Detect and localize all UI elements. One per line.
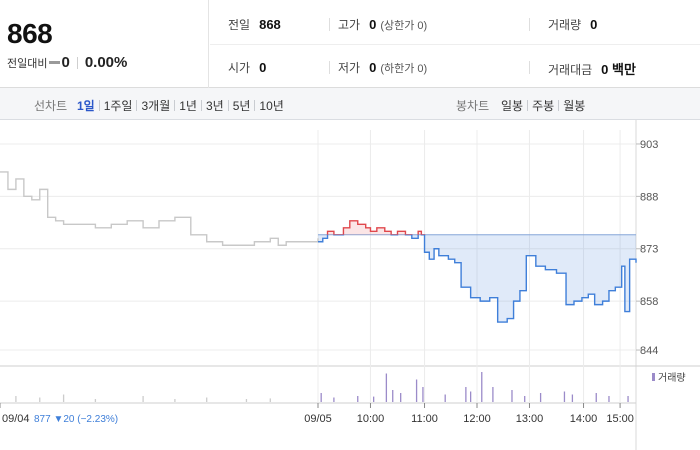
line-range-tabs: 1일 1주일 3개월 1년 3년 5년 10년 xyxy=(73,97,288,114)
stat-divider xyxy=(529,61,530,74)
x-tick-label: 09/04 xyxy=(2,413,30,425)
y-tick-label: 844 xyxy=(640,345,658,357)
stat-trade-value-label: 거래대금 xyxy=(548,63,593,77)
stat-trade-value: 거래대금 0 백만 xyxy=(548,59,636,78)
tab-divider xyxy=(174,100,176,111)
line-range-tab[interactable]: 1일 xyxy=(77,99,95,113)
stat-divider xyxy=(329,61,330,74)
line-range-tab[interactable]: 3개월 xyxy=(141,99,171,113)
down-area-fill xyxy=(318,234,636,323)
unchanged-icon xyxy=(49,61,61,64)
stat-divider xyxy=(529,18,530,31)
x-axis-ticks: 09/04 09/05 10:00 11:00 12:00 13:00 14:00 15:00… xyxy=(2,413,634,425)
line-range-tab[interactable]: 1년 xyxy=(179,99,197,113)
stat-low-label: 저가 xyxy=(338,61,361,75)
stat-open-label: 시가 xyxy=(228,61,251,75)
candle-range-tabs: 일봉 주봉 월봉 xyxy=(497,97,589,114)
stat-low-value: 0 xyxy=(369,60,377,75)
stat-prev-close: 전일 868 xyxy=(228,16,281,33)
candle-range-tab[interactable]: 일봉 xyxy=(501,99,524,113)
stat-prev-close-label: 전일 xyxy=(228,18,251,32)
chart-toolbar: 선차트 1일 1주일 3개월 1년 3년 5년 10년 봉차트 일봉 주봉 월봉 xyxy=(0,88,700,120)
candle-range-tab[interactable]: 주봉 xyxy=(532,99,555,113)
x-tick-label: 10:00 xyxy=(357,413,385,425)
today-down-line xyxy=(318,234,637,323)
line-range-tab[interactable]: 5년 xyxy=(232,99,251,113)
stat-volume-value: 0 xyxy=(590,17,598,32)
tab-divider xyxy=(98,100,100,111)
y-axis-ticks: 903 888 873 858 844 xyxy=(640,139,658,357)
x-tick-label: 15:00 xyxy=(606,413,634,425)
current-price: 868 xyxy=(7,18,53,49)
stat-upper-limit: (상한가 0) xyxy=(380,20,428,32)
chart-grid xyxy=(0,120,700,450)
prev-day-summary: 877 ▼20 (−2.23%) xyxy=(34,414,118,425)
change-rate: 0.00% xyxy=(84,54,128,71)
today-up-line xyxy=(326,220,426,235)
candle-range-tab[interactable]: 월봉 xyxy=(563,99,586,113)
stat-volume: 거래량 0 xyxy=(548,16,597,33)
tab-divider xyxy=(136,100,138,111)
line-range-tab[interactable]: 10년 xyxy=(259,99,284,113)
x-tick-label: 14:00 xyxy=(570,413,598,425)
change-divider xyxy=(76,56,78,69)
x-tick-label: 09/05 xyxy=(304,413,332,425)
tab-divider xyxy=(254,100,256,111)
change-line: 전일대비 0 0.00% xyxy=(7,54,127,71)
y-tick-label: 858 xyxy=(640,296,658,308)
stat-high: 고가 0 (상한가 0) xyxy=(338,16,427,33)
price-lines xyxy=(0,171,637,323)
x-tick-label: 12:00 xyxy=(463,413,491,425)
volume-bars: 거래량 xyxy=(15,372,686,402)
change-value: 0 xyxy=(61,54,70,71)
stat-high-value: 0 xyxy=(369,17,377,32)
volume-legend-swatch xyxy=(652,373,655,381)
stat-volume-label: 거래량 xyxy=(548,18,582,32)
stat-prev-close-value: 868 xyxy=(259,17,281,32)
stats-row-divider xyxy=(210,44,700,45)
x-tick-label: 13:00 xyxy=(516,413,544,425)
stat-trade-value-value: 0 백만 xyxy=(601,62,636,77)
line-range-tab[interactable]: 1주일 xyxy=(103,99,133,113)
y-tick-label: 873 xyxy=(640,244,658,256)
tab-divider xyxy=(200,100,202,111)
stat-high-label: 고가 xyxy=(338,18,361,32)
candle-chart-label: 봉차트 xyxy=(456,99,490,113)
current-price-box: 868 전일대비 0 0.00% xyxy=(0,0,209,88)
line-chart-label: 선차트 xyxy=(34,99,68,113)
stat-open-value: 0 xyxy=(259,60,267,75)
price-summary-panel: 868 전일대비 0 0.00% 전일 868 고가 0 (상한가 0) 거래량… xyxy=(0,0,700,88)
line-range-tab[interactable]: 3년 xyxy=(205,99,224,113)
tab-divider xyxy=(558,100,560,111)
y-tick-label: 903 xyxy=(640,139,658,151)
y-tick-label: 888 xyxy=(640,191,658,203)
stat-lower-limit: (하한가 0) xyxy=(380,63,428,75)
change-label: 전일대비 xyxy=(7,57,48,70)
stat-open: 시가 0 xyxy=(228,59,266,76)
stat-low: 저가 0 (하한가 0) xyxy=(338,59,427,76)
volume-legend-label: 거래량 xyxy=(658,372,686,384)
tab-divider xyxy=(227,100,229,111)
stat-divider xyxy=(329,18,330,31)
prev-day-line xyxy=(0,171,319,246)
tab-divider xyxy=(527,100,529,111)
intraday-price-chart[interactable]: 903 888 873 858 844 거래량 09/04 09/05 10:00 11:00… xyxy=(0,120,700,450)
x-tick-label: 11:00 xyxy=(411,413,438,425)
